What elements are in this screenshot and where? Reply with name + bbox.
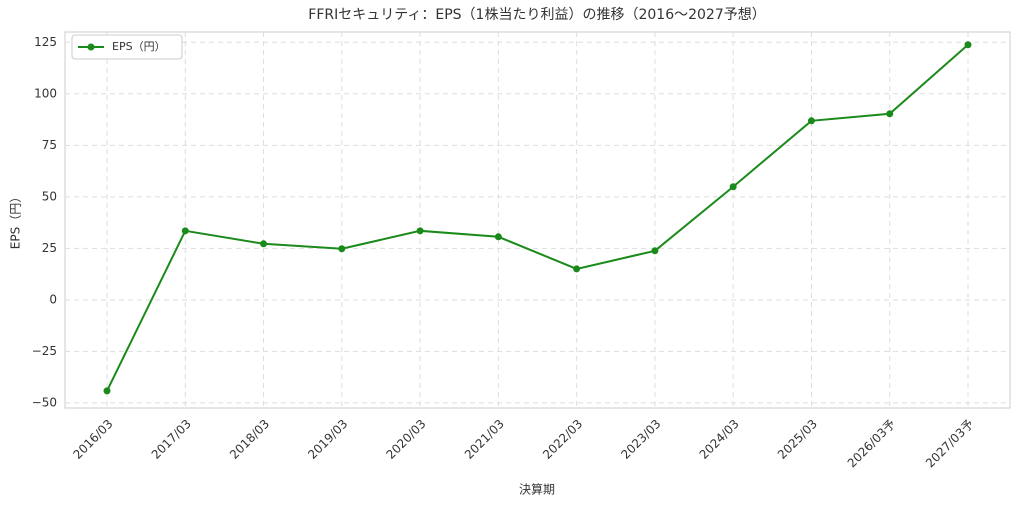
x-axis-label: 決算期 (519, 482, 555, 497)
data-point (651, 247, 659, 255)
y-axis-label: EPS（円） (9, 191, 23, 249)
y-tick-label: 100 (34, 86, 57, 100)
data-point (807, 117, 815, 125)
data-point (260, 240, 268, 248)
y-tick-label: 50 (42, 189, 57, 203)
legend-box (71, 34, 183, 60)
x-tick-label: 2026/03予 (845, 417, 899, 471)
data-point (964, 41, 972, 49)
legend-label: EPS（円） (112, 40, 166, 53)
chart-title: FFRIセキュリティ：EPS（1株当たり利益）の推移（2016〜2027予想） (308, 7, 765, 23)
data-point (181, 227, 189, 235)
data-point (416, 227, 424, 235)
y-tick-label: 75 (42, 138, 57, 152)
legend-marker (87, 43, 95, 51)
y-tick-label: 25 (42, 241, 57, 255)
x-tick-label: 2017/03 (149, 417, 194, 462)
plot-frame (64, 31, 1011, 409)
x-tick-label: 2016/03 (70, 417, 115, 462)
x-tick-label: 2027/03予 (923, 417, 977, 471)
data-point (573, 265, 581, 273)
data-point (729, 183, 737, 191)
series-line (106, 44, 969, 392)
x-tick-label: 2021/03 (462, 417, 507, 462)
data-point (103, 387, 111, 395)
x-tick-label: 2022/03 (540, 417, 585, 462)
x-tick-label: 2020/03 (384, 417, 429, 462)
y-tick-label: 125 (34, 35, 57, 49)
y-tick-label: −25 (32, 344, 57, 358)
x-tick-label: 2018/03 (227, 417, 272, 462)
data-point (886, 110, 894, 118)
x-tick-label: 2019/03 (305, 417, 350, 462)
x-tick-label: 2025/03 (775, 417, 820, 462)
x-tick-label: 2024/03 (697, 417, 742, 462)
x-tick-label: 2023/03 (618, 417, 663, 462)
y-tick-label: −50 (32, 395, 57, 409)
data-point (494, 233, 502, 241)
data-point (338, 245, 346, 253)
y-tick-label: 0 (49, 292, 57, 306)
